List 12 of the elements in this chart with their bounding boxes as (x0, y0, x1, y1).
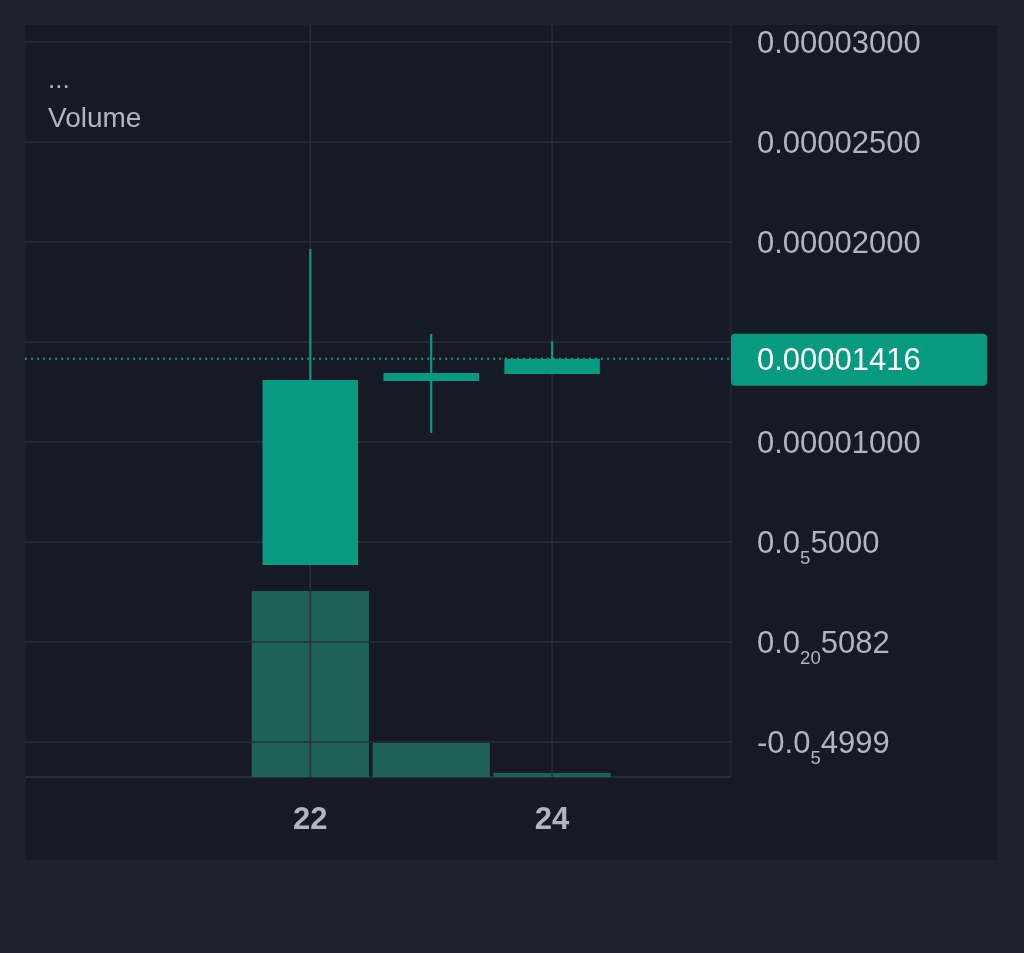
annotation: ... (48, 64, 70, 94)
y-tick-label: 0.00003000 (757, 24, 921, 60)
y-tick-label: 0.00002000 (757, 224, 921, 260)
x-tick-label: 24 (534, 801, 571, 837)
y-tick-label: 0.00001000 (757, 424, 921, 460)
y-tick-label: 0.0$_{5}$5000 (757, 524, 880, 568)
y-tick-label: -0.0$_{5}$4999 (757, 724, 890, 768)
x-tick-label: 22 (293, 801, 328, 837)
ref-line-label: 0.00001416 (757, 341, 921, 377)
chart-title: Volume (48, 102, 142, 133)
y-tick-label: 0.00002500 (757, 124, 921, 160)
y-tick-label: 0.0$_{20}$5082 (757, 624, 890, 668)
